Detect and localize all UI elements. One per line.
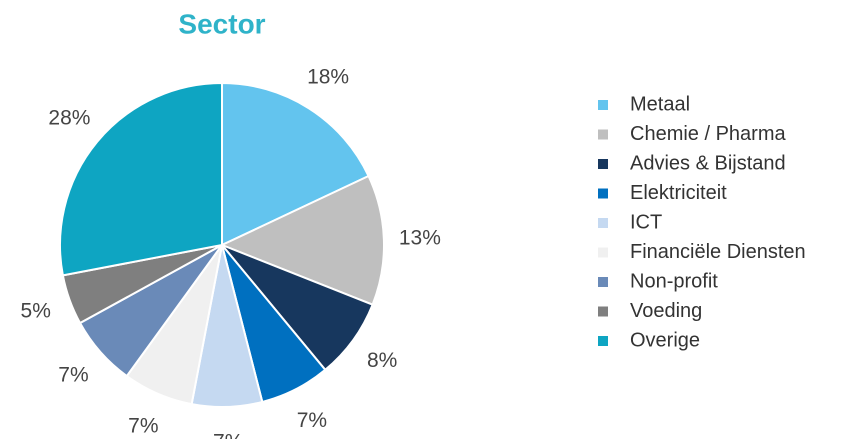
legend-label: Voeding bbox=[630, 300, 702, 322]
legend-swatch bbox=[598, 100, 608, 110]
legend-swatch bbox=[598, 218, 608, 228]
pie-slice bbox=[219, 174, 385, 306]
data-label: 28% bbox=[48, 106, 90, 129]
data-label: 5% bbox=[21, 300, 51, 323]
data-label: 7% bbox=[58, 363, 88, 386]
legend-label: Non-profit bbox=[630, 270, 718, 292]
legend-swatch bbox=[598, 306, 608, 317]
legend-label: Metaal bbox=[630, 93, 690, 115]
legend-label: ICT bbox=[630, 211, 662, 233]
legend-swatch bbox=[598, 129, 608, 140]
legend-swatch bbox=[598, 277, 608, 287]
pie-slice bbox=[221, 81, 370, 247]
pie-slice bbox=[59, 81, 223, 277]
legend-label: Chemie / Pharma bbox=[630, 123, 786, 145]
data-label: 7% bbox=[128, 414, 158, 437]
legend-swatch bbox=[598, 247, 608, 258]
data-label: 8% bbox=[367, 349, 397, 372]
legend-label: Elektriciteit bbox=[630, 182, 727, 204]
chart-title: Sector bbox=[178, 8, 265, 39]
data-label: 13% bbox=[399, 226, 441, 249]
data-label: 7% bbox=[297, 409, 327, 432]
legend-swatch bbox=[598, 336, 608, 346]
legend-label: Advies & Bijstand bbox=[630, 152, 786, 174]
legend-swatch bbox=[598, 159, 608, 169]
legend-swatch bbox=[598, 188, 608, 199]
legend-label: Overige bbox=[630, 329, 700, 351]
data-label: 18% bbox=[307, 65, 349, 88]
legend-label: Financiële Diensten bbox=[630, 241, 806, 263]
data-label: 7% bbox=[213, 430, 243, 439]
